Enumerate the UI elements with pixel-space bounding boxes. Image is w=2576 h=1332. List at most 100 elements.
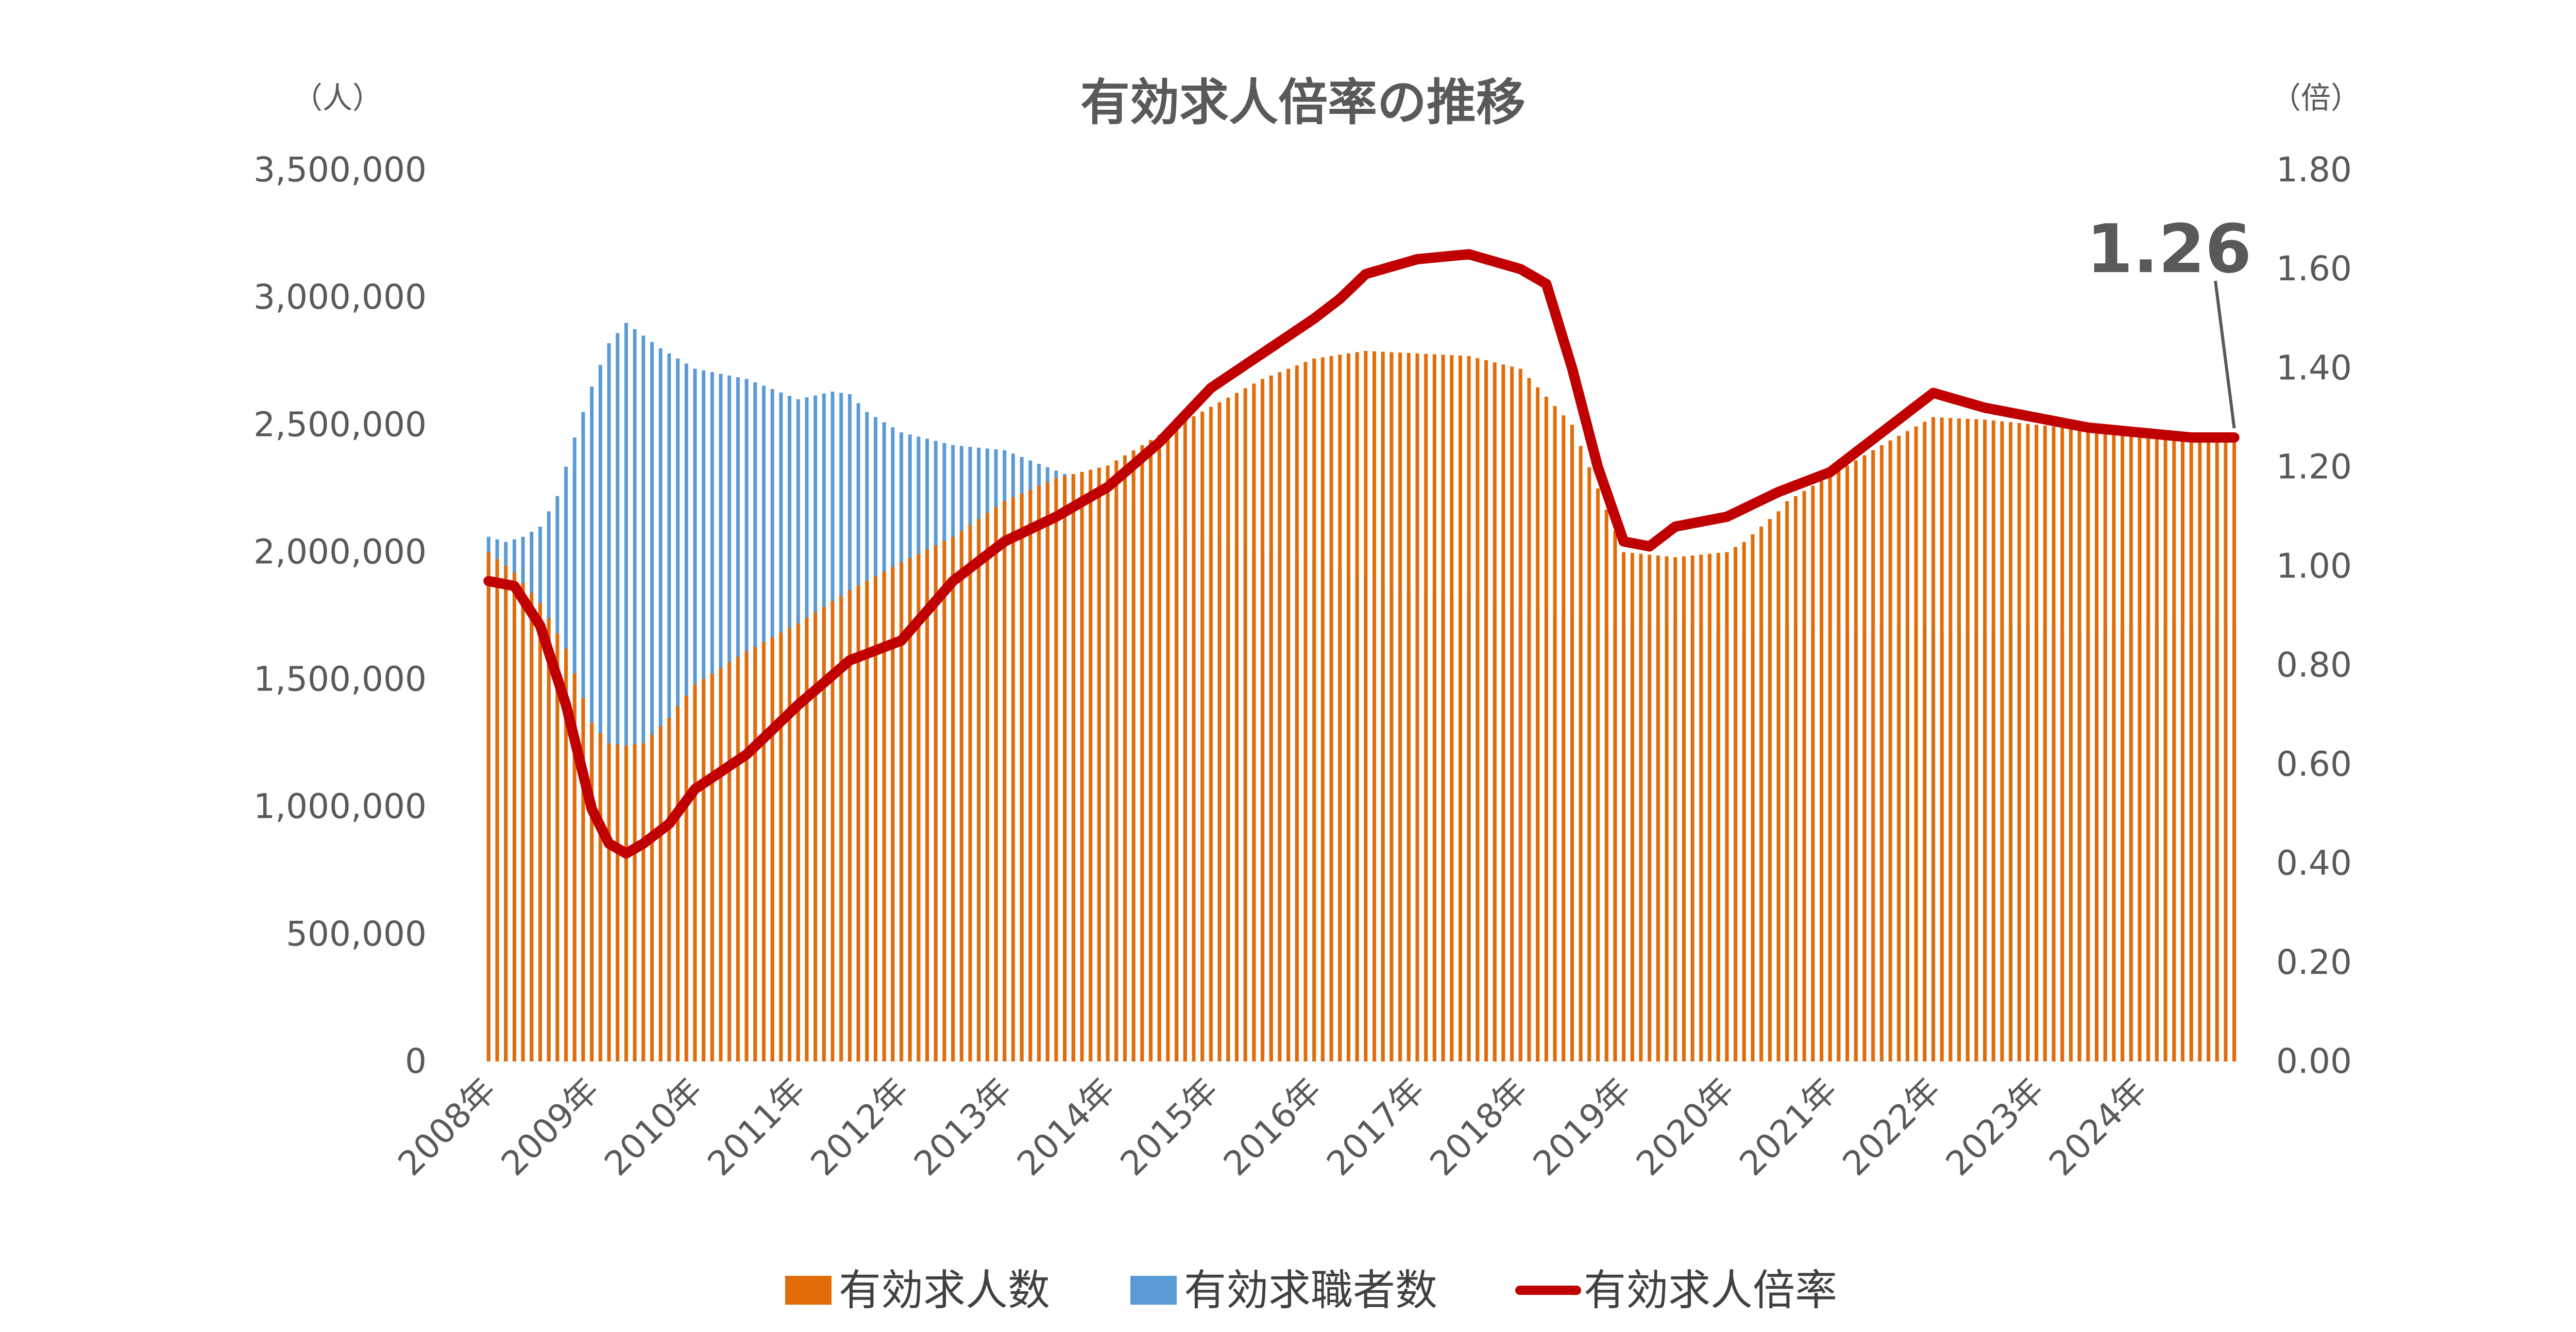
legend-label-seekers: 有効求職者数	[1184, 1266, 1437, 1315]
job-openings-bar	[968, 525, 972, 1061]
job-openings-bar	[1983, 419, 1987, 1061]
job-openings-bar	[1329, 356, 1333, 1061]
x-tick-label: 2010年	[597, 1070, 710, 1184]
job-openings-bar	[2146, 435, 2150, 1061]
job-seekers-bar	[667, 353, 671, 1061]
job-openings-bar	[1776, 511, 1781, 1062]
chart-title: 有効求人倍率の推移	[1080, 74, 1526, 131]
job-openings-bar	[1415, 353, 1419, 1061]
x-tick-label: 2009年	[494, 1070, 607, 1184]
job-openings-bar	[1389, 352, 1394, 1061]
job-openings-bar	[891, 567, 895, 1061]
job-openings-bar	[1063, 476, 1067, 1061]
job-openings-bar	[856, 585, 860, 1061]
job-openings-bar	[547, 618, 551, 1061]
job-openings-bar	[1656, 555, 1660, 1061]
x-tick-label: 2018年	[1422, 1070, 1536, 1184]
job-openings-bar	[882, 571, 886, 1061]
job-openings-bar	[1458, 356, 1462, 1061]
left-tick-label: 500,000	[286, 914, 427, 954]
job-openings-bar	[1217, 402, 1222, 1061]
job-openings-bar	[822, 606, 826, 1061]
job-openings-bar	[1518, 368, 1522, 1061]
job-openings-bar	[744, 651, 749, 1061]
job-openings-bar	[633, 744, 637, 1061]
job-openings-bar	[1931, 417, 1935, 1061]
job-openings-bar	[1252, 383, 1256, 1061]
job-openings-bar	[848, 590, 852, 1061]
job-openings-bar	[1604, 510, 1608, 1061]
job-openings-bar	[770, 637, 774, 1061]
job-openings-bar	[2086, 430, 2090, 1062]
job-openings-bar	[959, 531, 963, 1061]
job-openings-bar	[788, 628, 792, 1061]
job-openings-bar	[2035, 425, 2039, 1062]
x-tick-label: 2013年	[906, 1070, 1020, 1184]
x-tick-label: 2014年	[1010, 1070, 1123, 1184]
job-openings-bar	[572, 673, 577, 1061]
job-openings-bar	[1424, 353, 1428, 1062]
job-openings-bar	[917, 553, 921, 1061]
job-openings-bar	[512, 572, 516, 1061]
job-openings-bar	[865, 581, 869, 1061]
job-openings-bar	[1320, 357, 1325, 1061]
x-tick-label: 2021年	[1732, 1070, 1845, 1184]
job-openings-bar	[900, 562, 904, 1061]
job-openings-bar	[538, 603, 542, 1061]
x-tick-label: 2019年	[1526, 1070, 1639, 1184]
job-openings-bar	[1037, 485, 1041, 1061]
job-openings-bar	[598, 733, 602, 1061]
job-openings-bar	[934, 545, 938, 1061]
job-openings-bar	[2129, 434, 2133, 1061]
job-openings-bar	[1209, 407, 1213, 1061]
job-openings-bar	[1089, 469, 1093, 1061]
job-openings-bar	[942, 541, 946, 1061]
job-openings-bar	[667, 717, 671, 1061]
job-openings-bar	[676, 706, 680, 1061]
job-openings-bar	[2043, 425, 2047, 1061]
job-openings-bar	[1071, 474, 1075, 1061]
job-openings-bar	[1897, 435, 1901, 1061]
job-openings-bar	[2069, 428, 2073, 1061]
job-openings-bar	[1028, 490, 1032, 1061]
job-openings-bar	[2181, 439, 2185, 1062]
latest-ratio-callout: 1.26	[2087, 210, 2252, 288]
left-axis-ticks: 0 500,000 1,000,000 1,500,000 2,000,000 2,500…	[253, 150, 427, 1081]
x-tick-label: 2012年	[803, 1070, 917, 1184]
job-ratio-line-group	[483, 249, 2240, 859]
job-openings-bar	[1879, 445, 1884, 1061]
job-openings-bar	[1493, 362, 1497, 1061]
job-openings-bar	[1501, 364, 1505, 1062]
job-openings-bar	[1364, 350, 1368, 1061]
job-openings-bar	[925, 549, 929, 1061]
left-axis-unit: （人）	[293, 80, 382, 115]
job-openings-bar	[814, 612, 818, 1061]
job-openings-bar	[1131, 450, 1136, 1061]
job-openings-bar	[1467, 356, 1471, 1061]
job-openings-bar	[1639, 553, 1643, 1061]
job-openings-bar	[555, 633, 560, 1061]
job-openings-bar	[1562, 415, 1566, 1062]
job-openings-bar	[1940, 417, 1944, 1061]
job-openings-bar	[2060, 427, 2064, 1062]
job-openings-bar	[1183, 420, 1187, 1062]
job-openings-bar	[1793, 496, 1798, 1061]
job-openings-bar	[1243, 388, 1247, 1061]
job-openings-bar	[796, 623, 800, 1061]
job-openings-bar	[1175, 425, 1179, 1061]
x-tick-label: 2023年	[1938, 1070, 2052, 1184]
job-openings-bar	[1355, 352, 1359, 1061]
job-openings-bar	[1261, 379, 1265, 1062]
job-openings-bar	[1682, 556, 1686, 1061]
job-openings-bar	[616, 744, 620, 1061]
right-tick-label: 0.20	[2276, 942, 2352, 982]
job-openings-bar	[1570, 425, 1574, 1062]
job-openings-bar	[839, 596, 843, 1061]
legend-swatch-openings	[785, 1276, 832, 1305]
legend-swatch-seekers	[1130, 1276, 1177, 1305]
job-seekers-bars	[486, 323, 2236, 1062]
job-openings-bar	[1734, 547, 1738, 1061]
job-openings-bar	[1914, 426, 1918, 1061]
job-openings-bar	[2189, 440, 2193, 1061]
